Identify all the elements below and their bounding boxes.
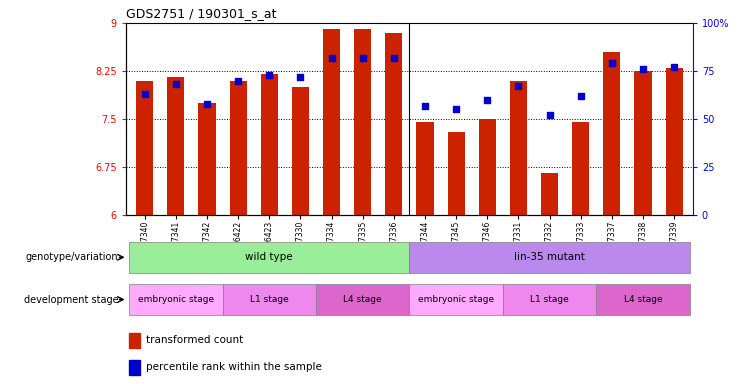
Bar <box>510 81 527 215</box>
Point <box>139 91 150 97</box>
Point <box>170 81 182 88</box>
Bar <box>261 74 278 215</box>
Point <box>482 97 494 103</box>
Bar <box>572 122 589 215</box>
Bar <box>230 81 247 215</box>
Bar <box>603 52 620 215</box>
Text: embryonic stage: embryonic stage <box>418 295 494 304</box>
Text: genotype/variation: genotype/variation <box>26 252 119 262</box>
Text: percentile rank within the sample: percentile rank within the sample <box>146 362 322 372</box>
Bar <box>323 30 340 215</box>
Point <box>606 60 618 66</box>
Point <box>388 55 399 61</box>
Text: L1 stage: L1 stage <box>531 295 569 304</box>
Point <box>637 66 649 72</box>
Bar <box>665 68 682 215</box>
Text: L4 stage: L4 stage <box>624 295 662 304</box>
Text: GDS2751 / 190301_s_at: GDS2751 / 190301_s_at <box>126 7 276 20</box>
Bar <box>136 81 153 215</box>
Point <box>294 74 306 80</box>
Bar <box>292 87 309 215</box>
Point <box>668 64 680 70</box>
Bar <box>129 333 140 348</box>
Text: lin-35 mutant: lin-35 mutant <box>514 252 585 262</box>
Bar <box>416 122 433 215</box>
Bar <box>222 284 316 315</box>
Text: L1 stage: L1 stage <box>250 295 288 304</box>
Point <box>325 55 337 61</box>
Point <box>232 78 244 84</box>
Bar <box>129 284 222 315</box>
Bar <box>448 132 465 215</box>
Point <box>513 83 525 89</box>
Point <box>201 101 213 107</box>
Bar <box>354 30 371 215</box>
Point <box>419 103 431 109</box>
Point <box>356 55 368 61</box>
Bar <box>479 119 496 215</box>
Point <box>451 106 462 113</box>
Bar <box>385 33 402 215</box>
Text: transformed count: transformed count <box>146 335 243 345</box>
Bar <box>409 242 690 273</box>
Bar <box>634 71 651 215</box>
Text: development stage: development stage <box>24 295 119 305</box>
Bar <box>129 360 140 375</box>
Bar <box>597 284 690 315</box>
Text: L4 stage: L4 stage <box>343 295 382 304</box>
Point <box>575 93 587 99</box>
Bar <box>167 78 185 215</box>
Text: wild type: wild type <box>245 252 293 262</box>
Point <box>544 112 556 118</box>
Bar <box>503 284 597 315</box>
Point <box>263 72 275 78</box>
Bar <box>129 242 409 273</box>
Bar <box>199 103 216 215</box>
Text: embryonic stage: embryonic stage <box>138 295 214 304</box>
Bar <box>409 284 503 315</box>
Bar <box>316 284 409 315</box>
Bar <box>541 174 558 215</box>
